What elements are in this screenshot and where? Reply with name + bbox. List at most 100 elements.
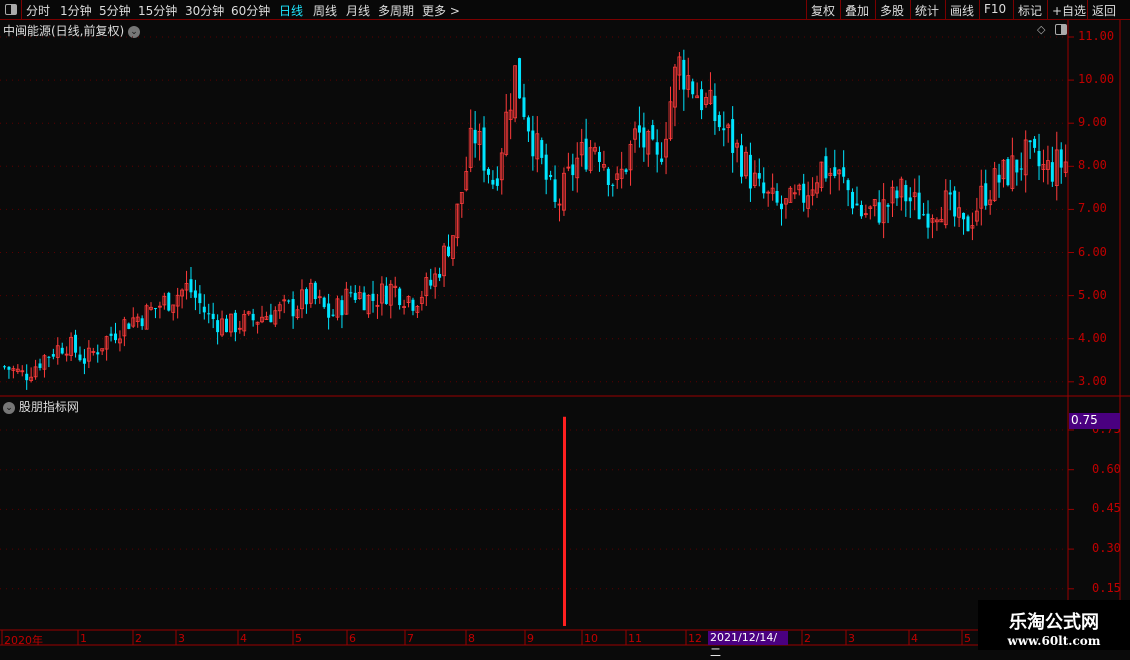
candle-body	[908, 197, 912, 202]
candle-body	[362, 292, 366, 311]
candle-body	[233, 312, 237, 333]
period-tab-8[interactable]: 月线	[346, 4, 371, 18]
period-tab-6[interactable]: 日线	[279, 4, 304, 18]
period-tab-5[interactable]: 60分钟	[231, 4, 271, 18]
toolbar-button-0[interactable]: 复权	[806, 0, 839, 20]
candle-body	[549, 174, 553, 177]
candle-body	[526, 117, 530, 132]
candle-body	[282, 299, 287, 302]
candle-body	[895, 190, 899, 199]
candle-body	[1023, 139, 1028, 176]
candle-body	[335, 298, 340, 318]
candle-body	[96, 352, 100, 355]
period-tab-10[interactable]: 更多 >	[422, 4, 460, 18]
candle-body	[269, 314, 273, 323]
period-tab-9[interactable]: 多周期	[378, 4, 415, 18]
candle-body	[637, 125, 641, 133]
candle-body	[246, 311, 251, 315]
period-tab-7[interactable]: 周线	[313, 4, 338, 18]
candle-body	[33, 366, 38, 378]
candle-body	[691, 81, 695, 95]
candle-body	[974, 210, 979, 222]
candle-body	[477, 131, 482, 145]
toolbar-button-6[interactable]: 标记	[1013, 0, 1046, 20]
toolbar: 分时 1分钟 5分钟 15分钟 30分钟 60分钟 日线 周线 月线 多周期 更多 > 复权 叠加 多股…	[0, 0, 1130, 20]
candle-body	[522, 97, 526, 118]
candle-body	[229, 313, 233, 333]
candle-body	[55, 345, 60, 358]
candle-body	[47, 356, 51, 358]
candle-body	[291, 299, 295, 317]
candle-body	[842, 167, 846, 177]
candle-body	[1028, 140, 1032, 143]
toolbar-button-4[interactable]: 画线	[945, 0, 978, 20]
candle-body	[966, 216, 970, 232]
time-label: 2	[135, 632, 142, 645]
candle-body	[140, 318, 144, 327]
candle-body	[557, 203, 562, 206]
candle-body	[735, 142, 739, 148]
candle-body	[766, 191, 771, 194]
candle-body	[806, 195, 811, 209]
toolbar-button-8[interactable]: 返回	[1087, 0, 1120, 20]
candle-body	[371, 293, 375, 301]
time-label: 2	[804, 632, 811, 645]
candle-body	[984, 183, 988, 206]
candle-body	[571, 164, 575, 176]
candle-body	[628, 143, 633, 171]
candle-body	[673, 66, 677, 108]
toolbar-button-5[interactable]: F10	[979, 0, 1010, 20]
candle-body	[379, 283, 384, 304]
candle-body	[877, 202, 881, 223]
indicator-name: 股朋指标网	[18, 400, 79, 414]
period-tab-0[interactable]: 分时	[26, 4, 51, 18]
candle-body	[912, 192, 917, 198]
toolbar-button-1[interactable]: 叠加	[840, 0, 873, 20]
candle-body	[327, 303, 331, 318]
toolbar-button-7[interactable]: +自选	[1047, 0, 1090, 20]
candle-body	[997, 174, 1001, 183]
candle-body	[38, 363, 42, 368]
time-label: 11	[628, 632, 642, 645]
period-tab-2[interactable]: 5分钟	[99, 4, 131, 18]
candle-body	[317, 296, 322, 299]
toolbar-button-2[interactable]: 多股	[875, 0, 908, 20]
period-tab-3[interactable]: 15分钟	[138, 4, 178, 18]
candle-body	[225, 318, 228, 333]
candle-body	[695, 95, 700, 99]
candle-body	[815, 182, 819, 194]
candle-body	[579, 142, 584, 156]
candle-body	[784, 198, 788, 205]
candle-body	[575, 157, 580, 179]
candle-body	[518, 58, 522, 99]
chevron-down-icon[interactable]: ⌄	[3, 401, 15, 414]
candle-body	[508, 109, 513, 120]
diamond-icon[interactable]: ◇	[1037, 23, 1046, 36]
candle-body	[157, 305, 162, 308]
candle-body	[42, 355, 47, 370]
price-tick-label: 8.00	[1078, 158, 1107, 173]
candle-body	[717, 115, 721, 128]
candle-body	[25, 373, 29, 381]
price-tick-label: 6.00	[1078, 244, 1107, 259]
candle-body	[74, 334, 78, 353]
candle-body	[904, 184, 908, 202]
chart-title: 中闽能源(日线,前复权) ⌄	[3, 22, 141, 39]
panel-icon[interactable]	[1055, 24, 1067, 35]
candle-body	[447, 246, 450, 257]
candle-body	[851, 191, 855, 209]
period-tab-4[interactable]: 30分钟	[185, 4, 225, 18]
candle-body	[277, 304, 282, 312]
candle-body	[917, 192, 921, 220]
candle-body	[611, 184, 615, 186]
candle-body	[855, 203, 859, 206]
chevron-down-icon[interactable]: ⌄	[128, 25, 141, 38]
candle-body	[935, 219, 939, 223]
candle-body	[51, 354, 55, 357]
time-label: 2020年	[4, 634, 43, 647]
panel-toggle-button[interactable]	[0, 0, 22, 20]
candle-body	[1046, 160, 1050, 170]
toolbar-button-3[interactable]: 统计	[910, 0, 943, 20]
period-tab-1[interactable]: 1分钟	[60, 4, 92, 18]
candle-body	[78, 354, 82, 361]
